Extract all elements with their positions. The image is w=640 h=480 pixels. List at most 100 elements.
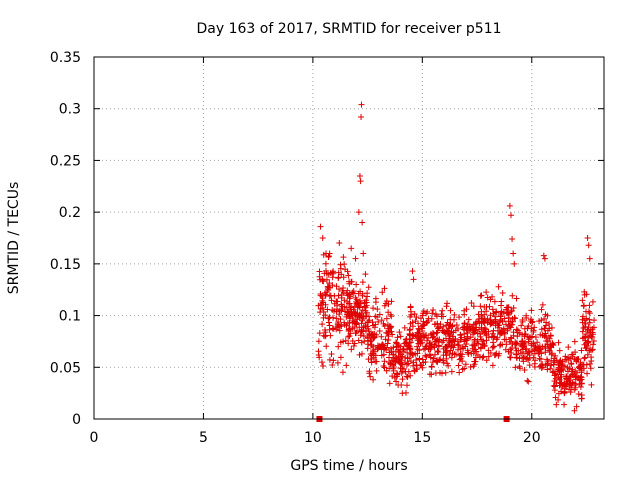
data-point	[529, 318, 536, 325]
data-point	[400, 365, 407, 372]
data-point	[404, 382, 411, 389]
data-point	[323, 276, 330, 283]
data-point	[524, 350, 531, 357]
data-point	[482, 317, 489, 324]
data-point	[468, 300, 475, 307]
data-point	[444, 360, 451, 367]
data-point	[469, 331, 476, 338]
data-point	[322, 333, 329, 340]
data-point	[588, 354, 595, 361]
data-point	[333, 326, 340, 333]
data-point	[385, 301, 392, 308]
data-point	[317, 223, 324, 230]
data-point	[390, 344, 397, 351]
data-point	[426, 371, 433, 378]
data-point	[353, 281, 360, 288]
data-point	[577, 363, 584, 370]
data-point	[572, 384, 579, 391]
data-point	[350, 343, 357, 350]
data-point	[423, 337, 430, 344]
data-point	[329, 282, 336, 289]
data-point	[461, 336, 468, 343]
data-point	[512, 345, 519, 352]
data-point	[516, 355, 523, 362]
data-point	[352, 255, 359, 262]
data-point	[573, 358, 580, 365]
data-point	[374, 306, 381, 313]
data-point	[407, 303, 414, 310]
data-point	[456, 314, 463, 321]
data-point	[381, 285, 388, 292]
data-point	[493, 350, 500, 357]
data-point	[577, 377, 584, 384]
data-point	[481, 325, 488, 332]
data-point	[482, 326, 489, 333]
data-point	[537, 331, 544, 338]
data-point	[403, 340, 410, 347]
data-point	[407, 372, 414, 379]
x-tick-label: 15	[413, 430, 431, 446]
data-point	[317, 305, 324, 312]
data-point	[504, 327, 511, 334]
data-point	[582, 345, 589, 352]
data-point	[505, 314, 512, 321]
data-point	[464, 329, 471, 336]
data-point	[409, 351, 416, 358]
data-point	[497, 341, 504, 348]
data-point	[372, 321, 379, 328]
data-point	[399, 376, 406, 383]
data-point	[382, 336, 389, 343]
data-point	[551, 383, 558, 390]
data-point	[576, 380, 583, 387]
data-point	[577, 383, 584, 390]
data-point	[339, 369, 346, 376]
data-point	[542, 330, 549, 337]
data-point	[568, 360, 575, 367]
data-point	[428, 315, 435, 322]
data-point	[457, 337, 464, 344]
data-point	[526, 362, 533, 369]
data-point	[544, 312, 551, 319]
x-tick-label: 0	[90, 430, 99, 446]
data-point	[368, 332, 375, 339]
data-point	[394, 371, 401, 378]
data-point	[568, 351, 575, 358]
data-point	[335, 343, 342, 350]
data-point	[540, 252, 547, 259]
data-point	[407, 358, 414, 365]
data-point	[404, 355, 411, 362]
data-point	[389, 373, 396, 380]
data-point	[335, 321, 342, 328]
data-point	[367, 373, 374, 380]
data-point	[528, 342, 535, 349]
data-point	[368, 359, 375, 366]
data-point	[405, 368, 412, 375]
data-point	[423, 353, 430, 360]
data-point	[572, 349, 579, 356]
data-point	[562, 353, 569, 360]
data-point	[513, 295, 520, 302]
data-point	[498, 302, 505, 309]
data-point	[386, 380, 393, 387]
data-point	[315, 338, 322, 345]
data-point	[345, 340, 352, 347]
data-point	[350, 306, 357, 313]
data-point	[474, 337, 481, 344]
data-point	[334, 298, 341, 305]
data-point	[359, 350, 366, 357]
data-point	[581, 323, 588, 330]
data-point	[548, 344, 555, 351]
data-point	[556, 361, 563, 368]
data-point	[535, 350, 542, 357]
data-point	[356, 303, 363, 310]
data-point	[357, 332, 364, 339]
data-point	[456, 369, 463, 376]
data-point	[569, 366, 576, 373]
data-point	[518, 338, 525, 345]
x-axis-ticks: 0 5 10 15 20	[90, 57, 541, 446]
data-point	[557, 358, 564, 365]
data-point	[326, 280, 333, 287]
data-point	[541, 325, 548, 332]
data-point	[541, 315, 548, 322]
data-point	[337, 316, 344, 323]
